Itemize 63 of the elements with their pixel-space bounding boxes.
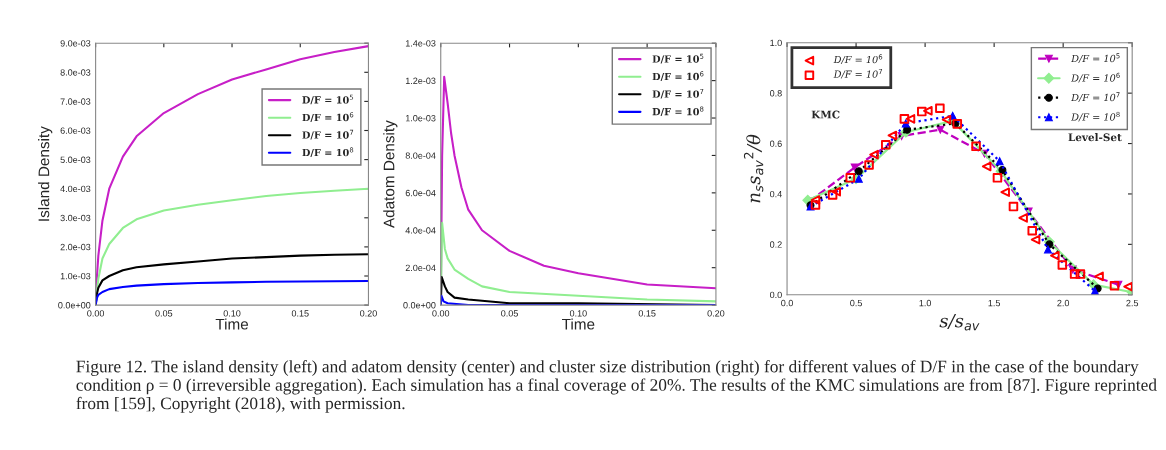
legend-label: D/F = 10$^{6}$: [1071, 72, 1120, 83]
legend-label: D/F = 10$^{5}$: [1071, 53, 1120, 63]
y-tick-label: 6.0e-04: [405, 189, 436, 197]
x-tick-label: 2.0: [1057, 299, 1070, 307]
x-axis-title: Time: [215, 318, 249, 330]
y-tick-label: 4.0e-04: [405, 227, 436, 234]
y-axis-title: Adatom Density: [383, 120, 398, 229]
legend-label: D/F = 10$^{8}$: [302, 147, 354, 158]
x-axis-title: s/s$_{av}$: [939, 314, 980, 331]
y-tick-label: 2.0e-04: [405, 264, 436, 272]
y-tick-label: 1.0e-03: [60, 272, 91, 280]
y-tick-label: 0.0e+00: [58, 302, 91, 309]
y-tick-label: 1.0: [770, 39, 782, 47]
y-tick-label: 1.4e-03: [405, 40, 436, 47]
y-tick-label: 5.0e-03: [60, 156, 91, 163]
y-tick-label: 1.0e-03: [405, 115, 436, 122]
x-tick-label: 0.20: [360, 310, 377, 317]
x-tick-label: 0.15: [638, 310, 656, 317]
legend-label: D/F = 10$^{7}$: [1071, 92, 1120, 102]
x-tick-label: 0.20: [707, 310, 725, 317]
x-tick-label: 0.05: [155, 310, 173, 317]
y-tick-label: 3.0e-03: [60, 214, 91, 222]
annotation: KMC: [811, 110, 840, 119]
x-tick-label: 0.0: [781, 299, 793, 307]
x-tick-label: 0.5: [850, 299, 862, 307]
x-tick-label: 1.5: [988, 299, 1001, 307]
x-tick-label: 2.5: [1126, 299, 1139, 307]
x-tick-label: 0.00: [87, 310, 105, 317]
legend-label: D/F = 10$^{5}$: [652, 53, 704, 64]
y-axis-title: n$_{s}$s$_{av}$$^{2}$/θ: [743, 134, 764, 203]
legend-label: D/F = 10$^{6}$: [652, 71, 704, 81]
y-tick-label: 2.0e-03: [60, 243, 91, 251]
x-tick-label: 0.05: [501, 310, 518, 317]
y-tick-label: 0.4: [769, 190, 782, 198]
y-tick-label: 0.0e+00: [403, 302, 436, 309]
legend-label: D/F = 10$^{6}$: [302, 112, 354, 122]
x-tick-label: 0.10: [569, 310, 587, 317]
x-tick-label: 0.10: [223, 310, 241, 317]
y-tick-label: 7.0e-03: [60, 98, 91, 105]
x-tick-label: 0.00: [432, 310, 450, 317]
y-tick-label: 1.2e-03: [405, 77, 436, 84]
y-tick-label: 8.0e-03: [60, 69, 91, 76]
x-tick-label: 1.0: [919, 299, 932, 307]
y-tick-label: 8.0e-04: [405, 152, 436, 159]
y-tick-label: 4.0e-03: [60, 185, 91, 193]
x-tick-label: 0.15: [291, 310, 309, 317]
y-tick-label: 0.2: [769, 241, 782, 248]
legend-label: D/F = 10$^{7}$: [652, 88, 704, 99]
y-tick-label: 9.0e-03: [60, 40, 91, 47]
legend-label: D/F = 10$^{8}$: [1071, 111, 1120, 122]
legend-label: D/F = 10$^{7}$: [833, 69, 883, 79]
y-tick-label: 0.8: [769, 90, 782, 97]
legend-label: D/F = 10$^{5}$: [302, 94, 354, 105]
legend-label: D/F = 10$^{8}$: [652, 106, 704, 117]
caption: Figure 12. The island density (left) and adatom density (center) and cluster size distribution (right) for different values of D/F in the case of the boundary condition ρ = 0 (irreversible aggregation). Each simulation has a final coverage of 20%. The results of the KMC simulations are from [87]. Figure reprinted from [159], Copyright (2018), with permission.: [76, 360, 1157, 413]
y-tick-label: 0.6: [769, 140, 782, 147]
legend-label: D/F = 10$^{7}$: [302, 129, 354, 140]
y-axis-title: Island Density: [38, 126, 53, 221]
annotation: Level-Set: [1068, 133, 1122, 142]
y-tick-label: 0.0: [769, 291, 782, 299]
legend-label: D/F = 10$^{6}$: [833, 54, 883, 65]
x-axis-title: Time: [561, 318, 595, 330]
y-tick-label: 6.0e-03: [60, 127, 91, 134]
